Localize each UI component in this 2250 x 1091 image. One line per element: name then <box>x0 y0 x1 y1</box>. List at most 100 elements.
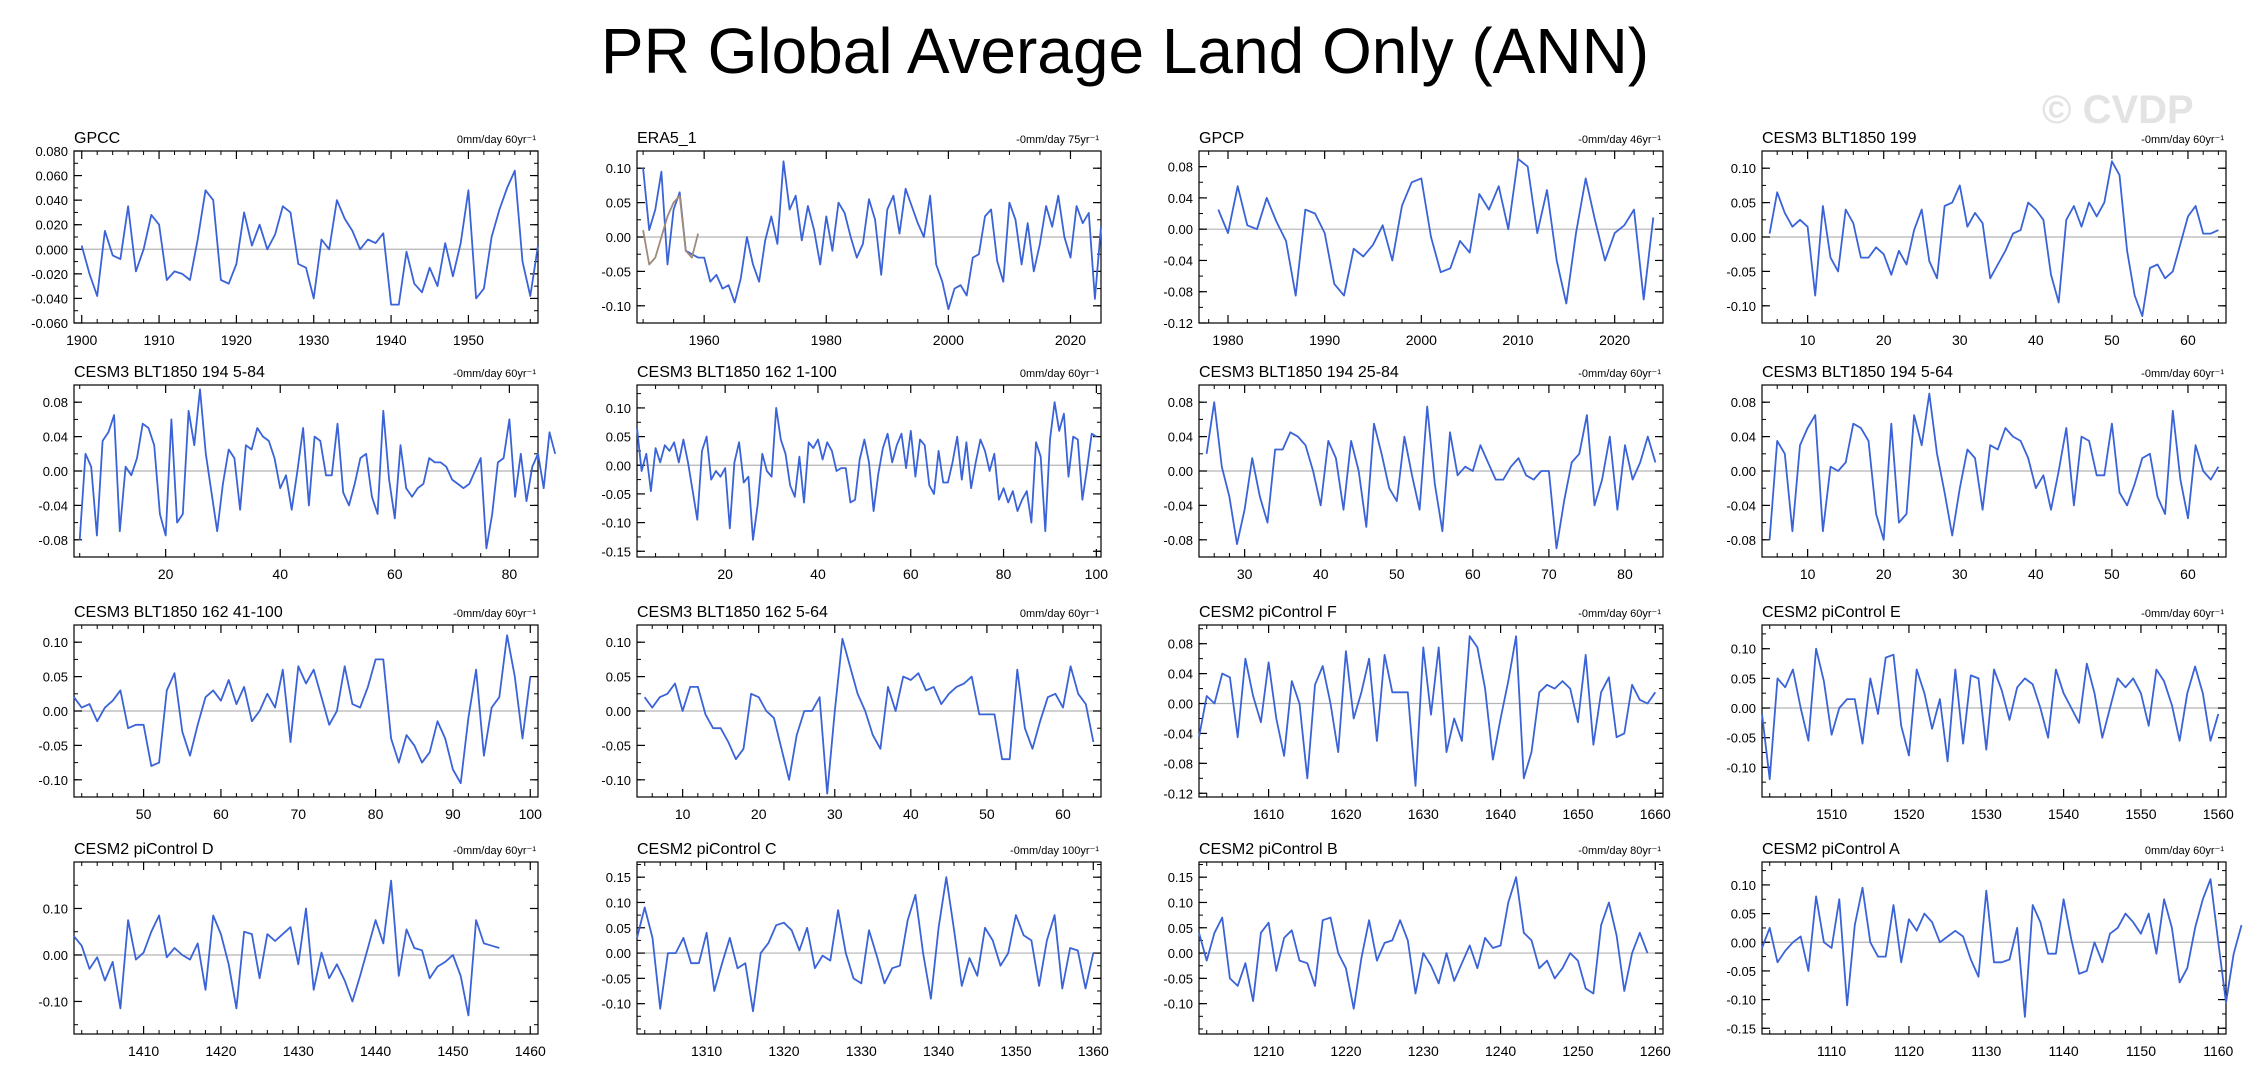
plot-frame <box>1198 150 1664 324</box>
y-tick-label: 0.080 <box>35 144 68 159</box>
x-tick-label: 1240 <box>1485 1043 1516 1059</box>
x-tick-label: 1460 <box>515 1043 546 1059</box>
y-tick-label: -0.04 <box>1163 498 1193 513</box>
panel-10: CESM3 BLT1850 162 5-64 0mm/day 60yr⁻¹ 10 20… <box>601 604 1102 822</box>
plot-frame <box>1761 384 2227 558</box>
series-line-1 <box>1205 401 1657 550</box>
x-tick-label: 100 <box>519 806 543 822</box>
y-tick-label: 0.05 <box>1731 671 1756 686</box>
panel-7: CESM3 BLT1850 194 25-84 -0mm/day 60yr⁻¹ 30… <box>1163 364 1664 582</box>
trend-label: -0mm/day 60yr⁻¹ <box>453 368 536 380</box>
panel-title: CESM2 piControl D <box>74 841 214 858</box>
x-tick-label: 70 <box>1541 566 1557 582</box>
y-tick-label: -0.10 <box>601 516 631 531</box>
trend-label: -0mm/day 60yr⁻¹ <box>453 608 536 620</box>
x-tick-label: 1140 <box>2049 1043 2079 1059</box>
y-tick-label: -0.10 <box>601 997 631 1012</box>
panel-title: ERA5_1 <box>637 130 697 147</box>
x-tick-label: 40 <box>2028 566 2044 582</box>
y-tick-label: 0.10 <box>43 635 68 650</box>
y-tick-label: 0.05 <box>1731 196 1756 211</box>
x-tick-label: 2000 <box>933 332 964 348</box>
plot-frame <box>1198 861 1664 1035</box>
y-tick-label: 0.10 <box>606 161 631 176</box>
x-tick-label: 10 <box>1800 332 1816 348</box>
x-tick-label: 1980 <box>1212 332 1243 348</box>
x-tick-label: 1550 <box>2125 806 2156 822</box>
x-tick-label: 60 <box>903 566 919 582</box>
y-tick-label: 0.04 <box>1168 667 1193 682</box>
y-tick-label: -0.05 <box>1726 264 1756 279</box>
x-tick-label: 20 <box>751 806 767 822</box>
panel-12: CESM2 piControl E -0mm/day 60yr⁻¹ 1510 1520… <box>1726 604 2234 822</box>
y-tick-label: 0.00 <box>1731 701 1756 716</box>
x-tick-label: 1420 <box>205 1043 236 1059</box>
y-tick-label: 0.040 <box>35 193 68 208</box>
x-tick-label: 20 <box>158 566 174 582</box>
trend-label: -0mm/day 46yr⁻¹ <box>1578 134 1661 146</box>
x-tick-label: 40 <box>903 806 919 822</box>
series-line-1 <box>1761 647 2220 781</box>
y-tick-label: 0.04 <box>1168 191 1193 206</box>
y-tick-label: -0.04 <box>1163 253 1193 268</box>
series-line-1 <box>80 169 539 306</box>
x-tick-label: 60 <box>2180 332 2196 348</box>
y-tick-label: -0.05 <box>1726 731 1756 746</box>
panel-title: CESM3 BLT1850 162 41-100 <box>74 604 283 621</box>
y-tick-label: -0.05 <box>601 487 631 502</box>
x-tick-label: 60 <box>1055 806 1071 822</box>
x-tick-label: 30 <box>1952 332 1968 348</box>
x-tick-label: 1940 <box>375 332 406 348</box>
x-tick-label: 50 <box>2104 332 2120 348</box>
x-tick-label: 1520 <box>1893 806 1924 822</box>
plot-frame <box>636 861 1102 1035</box>
cvdp-watermark: © CVDP <box>2042 88 2194 132</box>
y-tick-label: -0.05 <box>601 264 631 279</box>
x-tick-label: 1530 <box>1971 806 2002 822</box>
y-tick-label: 0.10 <box>43 901 68 916</box>
y-tick-label: 0.00 <box>43 704 68 719</box>
y-tick-label: 0.060 <box>35 169 68 184</box>
series-line-1 <box>1198 635 1657 787</box>
x-tick-label: 10 <box>675 806 691 822</box>
x-tick-label: 100 <box>1085 566 1109 582</box>
panel-title: CESM2 piControl B <box>1199 841 1338 858</box>
x-tick-label: 1130 <box>1971 1043 2001 1059</box>
y-tick-label: 0.04 <box>1168 430 1193 445</box>
panel-title: CESM3 BLT1850 194 25-84 <box>1199 364 1399 381</box>
y-tick-label: 0.08 <box>1168 395 1193 410</box>
x-tick-label: 1610 <box>1253 806 1284 822</box>
panel-6: CESM3 BLT1850 162 1-100 0mm/day 60yr⁻¹ 20 4… <box>601 364 1108 582</box>
y-tick-label: 0.05 <box>43 670 68 685</box>
y-tick-label: 0.05 <box>1731 907 1756 922</box>
x-tick-label: 10 <box>1800 566 1816 582</box>
y-tick-label: 0.10 <box>606 635 631 650</box>
y-tick-label: 0.00 <box>43 948 68 963</box>
y-tick-label: 0.05 <box>606 196 631 211</box>
y-tick-label: -0.04 <box>1726 498 1756 513</box>
y-tick-label: 0.00 <box>1168 946 1193 961</box>
trend-label: -0mm/day 100yr⁻¹ <box>1010 845 1099 857</box>
y-tick-label: -0.10 <box>1726 993 1756 1008</box>
y-tick-label: -0.05 <box>601 738 631 753</box>
x-tick-label: 20 <box>717 566 733 582</box>
x-tick-label: 1120 <box>1894 1043 1924 1059</box>
y-tick-label: 0.15 <box>1168 870 1193 885</box>
y-tick-label: -0.05 <box>1163 971 1193 986</box>
panel-title: CESM2 piControl E <box>1762 604 1901 621</box>
figure-title: PR Global Average Land Only (ANN) <box>600 15 1650 87</box>
x-tick-label: 70 <box>290 806 306 822</box>
y-tick-label: 0.05 <box>606 430 631 445</box>
x-tick-label: 40 <box>272 566 288 582</box>
trend-label: -0mm/day 75yr⁻¹ <box>1016 134 1099 146</box>
panel-4: CESM3 BLT1850 199 -0mm/day 60yr⁻¹ 10 20 30 40… <box>1726 130 2227 348</box>
x-tick-label: 1960 <box>689 332 720 348</box>
x-tick-label: 1410 <box>128 1043 159 1059</box>
x-tick-label: 1450 <box>437 1043 468 1059</box>
x-tick-label: 1510 <box>1816 806 1847 822</box>
x-tick-label: 40 <box>1313 566 1329 582</box>
trend-label: -0mm/day 60yr⁻¹ <box>1578 608 1661 620</box>
x-tick-label: 50 <box>1389 566 1405 582</box>
x-tick-label: 30 <box>1237 566 1253 582</box>
y-tick-label: 0.00 <box>43 464 68 479</box>
